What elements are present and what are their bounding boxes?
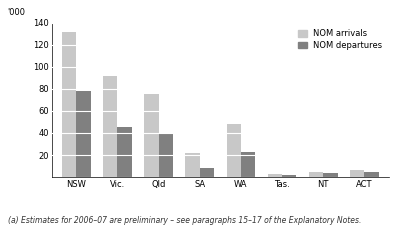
Bar: [241, 152, 255, 177]
Bar: [350, 170, 364, 177]
Bar: [200, 168, 214, 177]
Text: '000: '000: [8, 7, 26, 17]
Bar: [103, 76, 118, 177]
Bar: [227, 124, 241, 177]
Bar: [309, 172, 323, 177]
Bar: [364, 172, 379, 177]
Bar: [144, 94, 159, 177]
Bar: [159, 133, 173, 177]
Bar: [323, 173, 337, 177]
Bar: [62, 32, 76, 177]
Bar: [185, 153, 200, 177]
Text: (a) Estimates for 2006–07 are preliminary – see paragraphs 15–17 of the Explanat: (a) Estimates for 2006–07 are preliminar…: [8, 216, 361, 225]
Bar: [268, 174, 282, 177]
Bar: [282, 175, 297, 177]
Legend: NOM arrivals, NOM departures: NOM arrivals, NOM departures: [296, 27, 385, 52]
Bar: [118, 127, 132, 177]
Bar: [76, 91, 91, 177]
